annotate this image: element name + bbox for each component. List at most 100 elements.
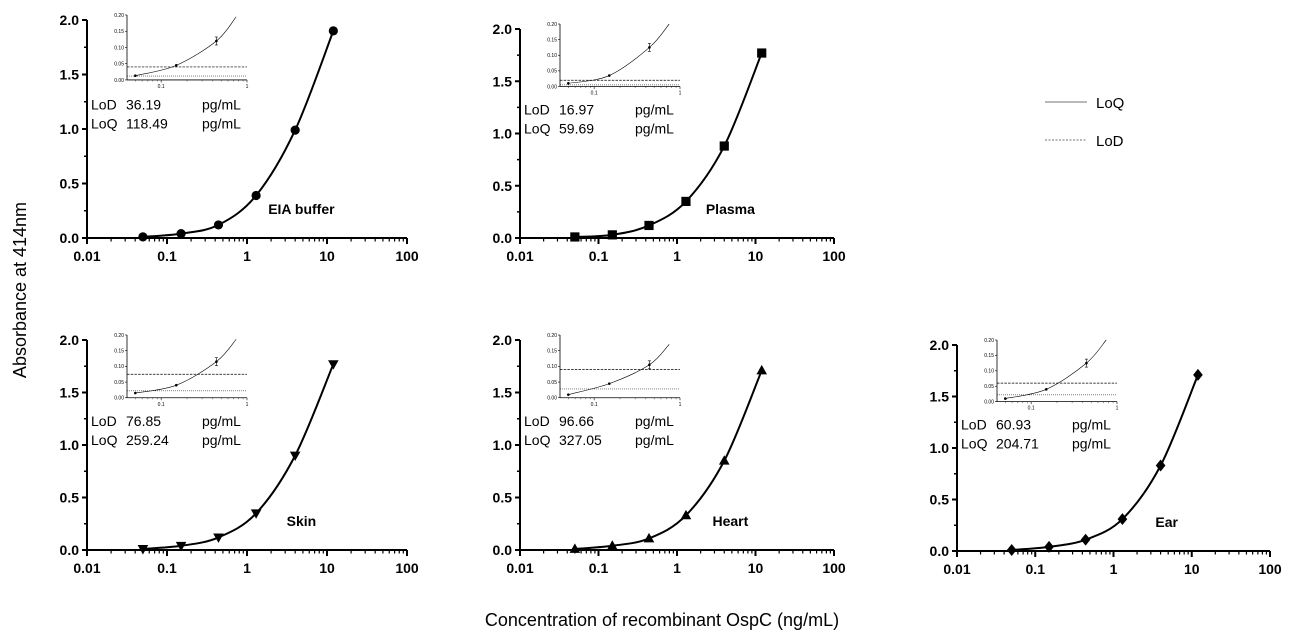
data-point [757,48,767,58]
sample-label: EIA buffer [268,201,335,217]
inset-x-tick-label: 1 [679,90,682,96]
y-tick-label: 2.0 [930,337,950,353]
data-point [1044,540,1054,553]
inset-fit-curve [568,344,670,395]
x-tick-label: 1 [243,560,251,576]
data-point [213,220,224,230]
inset-data-point [567,393,570,396]
data-point [644,220,654,231]
x-tick-label: 1 [673,560,681,576]
inset-fit-curve [135,339,237,394]
y-tick-label: 2.0 [493,332,513,348]
x-tick-label: 1 [673,248,681,264]
y-tick-label: 0.0 [930,543,950,559]
loq-label: LoQ [524,121,551,137]
inset-data-point [1004,397,1007,400]
x-tick-label: 0.01 [73,248,100,264]
lod-value: 60.93 [996,416,1031,432]
panel-ear: 0.0 0.5 1.0 1.5 2.0 0.01 0.1 1 10 100 Ear LoD 60.93 p… [930,337,1282,577]
x-axis-title: Concentration of recombinant OspC (ng/mL… [485,610,839,630]
loq-value: 59.69 [559,121,594,137]
loq-unit: pg/mL [1072,435,1111,451]
inset-y-tick-label: 0.00 [114,396,124,402]
data-point [176,229,186,239]
lod-unit: pg/mL [202,96,241,112]
legend: LoQ LoD [1045,95,1124,150]
lod-label: LoD [524,102,550,118]
inset-data-point [607,74,611,77]
inset-y-tick-label: 0.15 [114,348,124,354]
inset-y-tick-label: 0.20 [547,22,557,28]
x-tick-label: 0.1 [1026,561,1046,577]
inset: 0.00 0.05 0.10 0.15 0.20 0.1 1 [114,333,248,408]
data-point [290,125,300,135]
inset-y-tick-label: 0.15 [114,29,124,35]
inset-x-tick-label: 0.1 [1028,406,1035,412]
inset-x-tick-label: 0.1 [591,90,598,96]
x-tick-label: 0.01 [73,560,100,576]
y-tick-label: 0.5 [60,490,80,506]
x-tick-label: 10 [748,248,764,264]
loq-label: LoQ [91,432,118,448]
x-tick-label: 0.01 [506,248,533,264]
sample-label: Skin [287,513,317,529]
y-axis-title: Absorbance at 414nm [10,202,30,378]
inset-data-point [174,64,178,67]
inset-data-point [134,74,137,78]
inset-y-tick-label: 0.20 [114,333,124,339]
x-tick-label: 100 [822,248,846,264]
legend-loq-label: LoQ [1096,95,1124,112]
y-tick-label: 0.5 [930,492,950,508]
x-tick-label: 0.1 [157,560,177,576]
lod-label: LoD [91,413,117,429]
data-point [570,232,580,242]
panel-plasma: 0.0 0.5 1.0 1.5 2.0 0.01 0.1 1 10 100 Plasma LoD 16.… [493,21,846,264]
data-point [607,540,618,550]
inset-y-tick-label: 0.00 [984,399,994,405]
x-tick-label: 100 [395,248,419,264]
inset-x-tick-label: 0.1 [591,402,598,408]
loq-value: 118.49 [126,115,168,131]
inset-y-tick-label: 0.15 [547,348,557,354]
inset-x-tick-label: 1 [246,84,249,90]
x-tick-label: 100 [1258,561,1282,577]
lod-label: LoD [961,416,987,432]
inset-fit-curve [135,16,237,77]
y-tick-label: 1.0 [60,437,80,453]
inset-x-tick-label: 1 [679,402,682,408]
x-tick-label: 0.1 [589,560,609,576]
x-tick-label: 0.1 [157,248,177,264]
panel-eia-buffer: 0.0 0.5 1.0 1.5 2.0 0.01 0.1 1 10 100 EIA buffer Lo… [60,12,419,264]
y-tick-label: 1.5 [60,67,80,83]
lod-value: 96.66 [559,413,594,429]
inset-y-tick-label: 0.05 [984,384,994,390]
inset-y-tick-label: 0.10 [114,364,124,370]
inset-data-point [567,82,570,85]
inset-data-point [607,382,611,385]
inset-y-tick-label: 0.20 [114,13,124,19]
loq-label: LoQ [961,435,988,451]
inset: 0.00 0.05 0.10 0.15 0.20 0.1 1 [114,13,248,90]
y-tick-label: 1.5 [493,385,513,401]
y-tick-label: 2.0 [493,21,513,37]
data-point [138,232,148,242]
y-tick-label: 0.0 [493,542,513,558]
inset-x-tick-label: 0.1 [158,84,165,90]
x-tick-label: 0.1 [589,248,609,264]
inset-y-tick-label: 0.10 [984,369,994,375]
data-point [213,533,224,543]
lod-unit: pg/mL [635,102,674,118]
data-point [719,141,729,151]
sample-label: Heart [712,513,748,529]
x-tick-label: 10 [319,560,335,576]
inset-y-tick-label: 0.10 [547,53,557,59]
data-point [1193,368,1203,381]
lod-unit: pg/mL [635,413,674,429]
y-tick-label: 0.0 [60,230,80,246]
loq-label: LoQ [91,115,118,131]
x-tick-label: 10 [1184,561,1200,577]
inset-y-tick-label: 0.20 [547,333,557,339]
loq-value: 327.05 [559,432,602,448]
data-point [569,543,581,553]
x-tick-label: 10 [319,248,335,264]
